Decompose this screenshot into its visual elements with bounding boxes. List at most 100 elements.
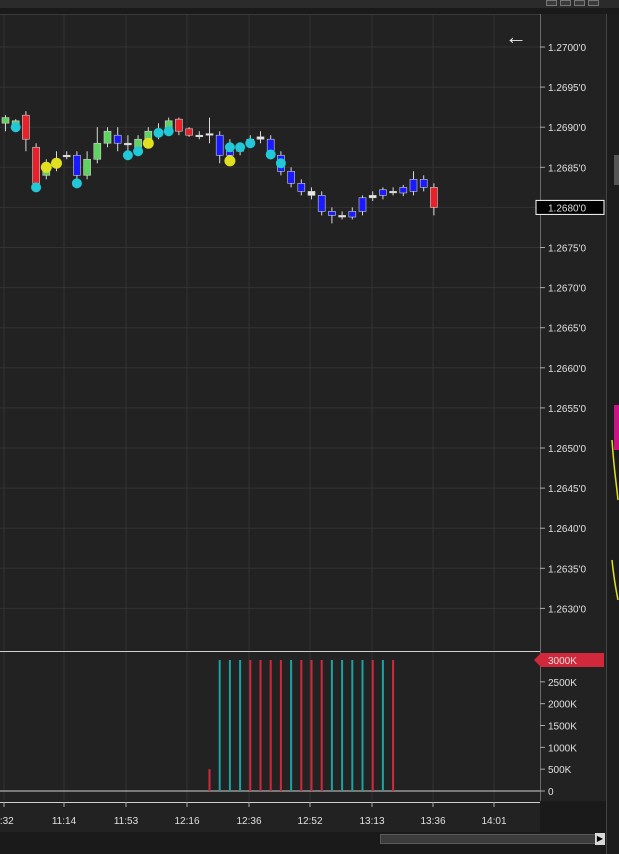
candle-body <box>419 179 428 188</box>
time-tick-label: 12:36 <box>236 816 261 827</box>
candle-body <box>1 117 10 124</box>
volume-bar <box>361 660 364 791</box>
volume-bar <box>279 660 282 791</box>
volume-bar <box>392 660 395 791</box>
signal-dot <box>224 142 235 153</box>
volume-bar <box>351 660 354 791</box>
candle-body <box>124 142 132 146</box>
volume-bar <box>259 660 262 791</box>
signal-dot <box>133 146 144 157</box>
adjacent-series-bar <box>614 155 619 185</box>
minimize-icon[interactable] <box>546 0 557 6</box>
adjacent-series-line <box>611 559 619 601</box>
price-tick-label: 1.2675'0 <box>548 244 586 255</box>
candle-body <box>62 154 71 158</box>
price-axis[interactable] <box>540 14 607 801</box>
candle-body <box>22 114 30 140</box>
price-panel[interactable] <box>0 14 540 652</box>
time-tick-label: 11:14 <box>52 816 77 827</box>
volume-bar <box>320 660 323 791</box>
price-tick-label: 1.2635'0 <box>548 564 586 575</box>
price-tick-label: 1.2640'0 <box>548 524 586 535</box>
volume-bar <box>228 660 231 791</box>
volume-bar <box>218 660 221 791</box>
candle-body <box>256 136 265 140</box>
signal-dot <box>245 138 256 149</box>
volume-bar <box>300 660 303 791</box>
signal-dot <box>71 178 82 189</box>
candle-body <box>297 183 306 192</box>
signal-dot <box>275 158 286 169</box>
volume-bar <box>208 769 211 791</box>
price-tick-label: 1.2645'0 <box>548 484 586 495</box>
candle-body <box>409 179 418 192</box>
candle-body <box>134 138 142 148</box>
price-tick-label: 1.2650'0 <box>548 444 586 455</box>
candle-body <box>175 118 183 132</box>
time-tick-label: 0:32 <box>0 816 14 827</box>
volume-bar <box>269 660 272 791</box>
candle-body <box>93 142 102 160</box>
candle-body <box>73 154 81 176</box>
adjacent-series-bar <box>614 405 619 450</box>
price-tick-label: 1.2695'0 <box>548 83 586 94</box>
price-tick-label: 1.2670'0 <box>548 284 586 295</box>
candle-body <box>399 187 408 194</box>
back-arrow-icon[interactable]: ← <box>505 24 527 49</box>
current-price-box <box>535 199 605 215</box>
volume-bar <box>249 660 252 791</box>
volume-bar <box>341 660 344 791</box>
time-tick-label: 11:53 <box>114 816 139 827</box>
scroll-right-icon[interactable]: ▶ <box>595 833 605 845</box>
candle-body <box>195 134 204 138</box>
signal-dot <box>224 155 236 167</box>
window-top-bar <box>0 0 619 8</box>
adjacent-series-line <box>611 439 619 501</box>
price-tick-label: 1.2665'0 <box>548 324 586 335</box>
time-tick-label: 12:16 <box>174 816 199 827</box>
signal-dot <box>51 157 62 169</box>
candle-body <box>113 134 122 144</box>
candle-body <box>287 171 295 184</box>
volume-tick-label: 1500K <box>548 722 577 733</box>
time-axis[interactable] <box>0 802 540 833</box>
volume-bar <box>239 660 242 791</box>
signal-dot <box>235 142 246 153</box>
volume-tick-label: 2500K <box>548 678 577 689</box>
price-tick-label: 1.2690'0 <box>548 123 586 134</box>
signal-dot <box>153 127 164 138</box>
volume-max-box <box>534 653 604 667</box>
signal-dot <box>122 150 133 161</box>
signal-dot <box>40 161 52 173</box>
volume-bar <box>371 660 374 791</box>
signal-dot <box>142 137 154 149</box>
candle-body <box>103 130 112 144</box>
volume-max-label: 3000K <box>548 656 577 667</box>
signal-dot <box>163 126 174 137</box>
candle-body <box>317 195 326 212</box>
candle-body <box>348 211 357 218</box>
restore-icon[interactable] <box>560 0 571 6</box>
volume-tick-label: 1000K <box>548 743 577 754</box>
candle-body <box>358 197 367 212</box>
signal-dot <box>265 149 276 160</box>
candle-body <box>205 133 214 136</box>
current-price-label: 1.2680'0 <box>548 203 586 214</box>
candle-body <box>83 158 91 176</box>
time-tick-label: 12:52 <box>297 816 322 827</box>
candle-body <box>389 191 397 194</box>
candle-body <box>430 187 438 208</box>
candle-body <box>368 195 377 199</box>
price-tick-label: 1.2685'0 <box>548 163 586 174</box>
price-tick-label: 1.2630'0 <box>548 604 586 615</box>
candle-body <box>307 191 316 196</box>
candle-body <box>185 128 193 136</box>
candle-body <box>32 146 40 184</box>
volume-bar <box>330 660 333 791</box>
volume-tick-label: 500K <box>548 765 572 776</box>
adjacent-chart-strip <box>606 14 619 854</box>
candle-body <box>338 215 346 218</box>
maximize-icon[interactable] <box>574 0 585 6</box>
close-icon[interactable] <box>588 0 599 6</box>
